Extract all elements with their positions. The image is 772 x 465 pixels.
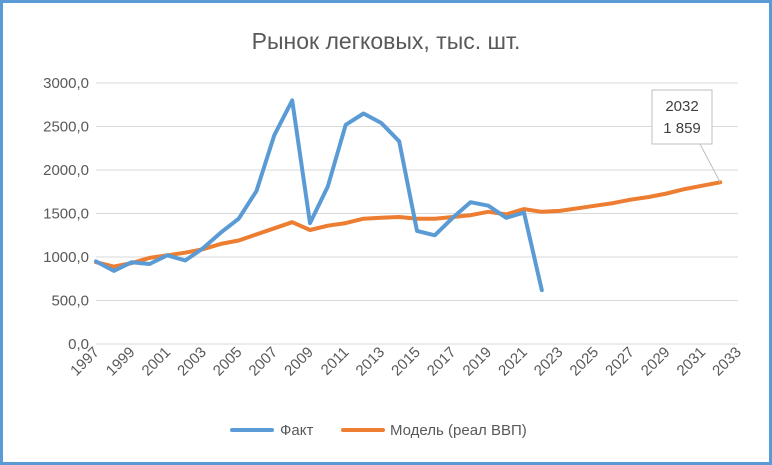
x-axis-ticks: 1997 1999 2001 2003 2005 2007 2009 2011 2013 2015… <box>67 344 745 380</box>
callout-leader-line <box>699 143 721 183</box>
x-tick-label: 2021 <box>495 344 531 380</box>
x-tick-label: 2025 <box>567 344 603 380</box>
x-tick-label: 2019 <box>460 344 496 380</box>
x-tick-label: 2009 <box>281 344 317 380</box>
legend-model-label: Модель (реал ВВП) <box>390 422 527 439</box>
x-tick-label: 2015 <box>388 344 424 380</box>
y-tick-label: 1000,0 <box>43 249 89 266</box>
gridlines <box>96 82 738 345</box>
y-tick-label: 2500,0 <box>43 119 89 136</box>
y-tick-label: 2000,0 <box>43 162 89 179</box>
y-tick-label: 1500,0 <box>43 206 89 223</box>
series-fact-line <box>94 98 544 293</box>
callout-box <box>651 89 713 145</box>
x-tick-label: 1999 <box>103 344 139 380</box>
x-tick-label: 2027 <box>602 344 638 380</box>
x-tick-label: 2003 <box>174 344 210 380</box>
series-lines <box>94 98 723 293</box>
x-tick-label: 2001 <box>139 344 175 380</box>
legend-fact-label: Факт <box>280 422 313 439</box>
x-tick-label: 2029 <box>638 344 674 380</box>
x-tick-label: 2031 <box>674 344 710 380</box>
x-tick-label: 2033 <box>709 344 745 380</box>
chart-title: Рынок легковых, тыс. шт. <box>252 28 521 54</box>
x-tick-label: 2005 <box>210 344 246 380</box>
y-tick-label: 0,0 <box>68 336 89 353</box>
y-tick-label: 500,0 <box>51 293 89 310</box>
callout-value: 1 859 <box>663 120 701 137</box>
x-tick-label: 2017 <box>424 344 460 380</box>
x-tick-label: 2011 <box>318 344 353 379</box>
annotation-callout: 2032 1 859 <box>651 89 721 183</box>
x-tick-label: 2013 <box>353 344 389 380</box>
y-axis-ticks: 0,0 500,0 1000,0 1500,0 2000,0 2500,0 3000,0 <box>43 75 89 353</box>
callout-year: 2032 <box>665 98 698 115</box>
y-tick-label: 3000,0 <box>43 75 89 92</box>
legend: Факт Модель (реал ВВП) <box>230 422 527 439</box>
x-tick-label: 2007 <box>246 344 282 380</box>
x-tick-label: 2023 <box>531 344 567 380</box>
